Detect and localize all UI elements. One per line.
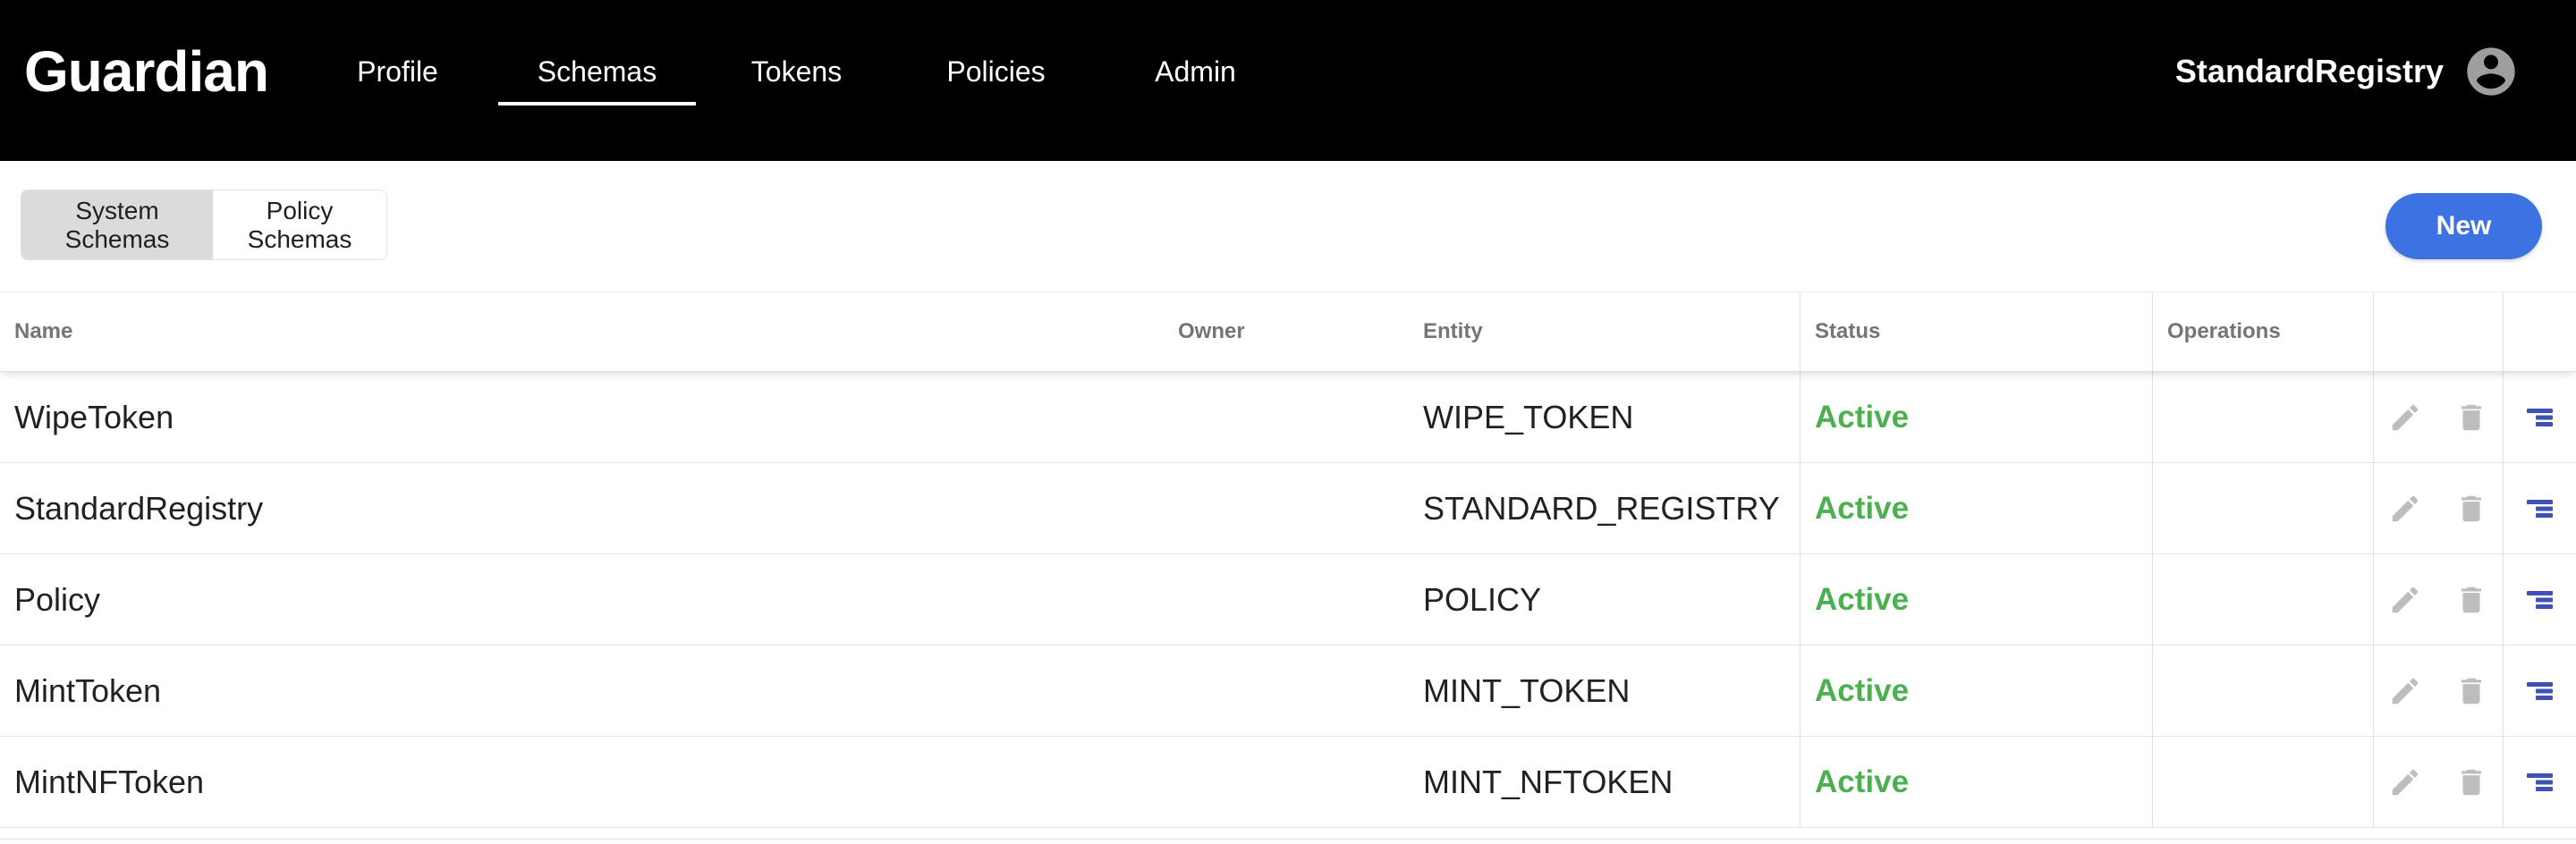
view-document-button[interactable] bbox=[2521, 763, 2560, 802]
column-header-owner: Owner bbox=[1178, 319, 1245, 343]
column-header-document bbox=[2503, 292, 2576, 371]
cell-actions bbox=[2373, 646, 2503, 736]
status-badge: Active bbox=[1800, 737, 2152, 827]
document-lines-icon bbox=[2527, 681, 2553, 700]
status-badge: Active bbox=[1800, 463, 2152, 553]
column-header-status: Status bbox=[1800, 292, 2152, 371]
column-header-entity: Entity bbox=[1423, 319, 1483, 343]
pencil-icon bbox=[2392, 678, 2419, 704]
document-lines-icon bbox=[2527, 408, 2553, 426]
cell-operations bbox=[2152, 554, 2373, 645]
nav-tab-tokens[interactable]: Tokens bbox=[750, 55, 843, 88]
cell-operations bbox=[2152, 737, 2373, 827]
cell-owner bbox=[1164, 372, 1409, 462]
new-schema-button[interactable]: New bbox=[2385, 193, 2542, 259]
cell-owner bbox=[1164, 463, 1409, 553]
document-lines-icon bbox=[2527, 590, 2553, 609]
cell-name: WipeToken bbox=[14, 398, 174, 435]
cell-actions bbox=[2373, 554, 2503, 645]
edit-button[interactable] bbox=[2385, 671, 2425, 711]
view-document-button[interactable] bbox=[2521, 580, 2560, 620]
trash-icon bbox=[2461, 678, 2482, 704]
trash-icon bbox=[2461, 769, 2482, 795]
account-menu-button[interactable]: StandardRegistry bbox=[2175, 0, 2520, 143]
table-row: WipeToken WIPE_TOKEN Active bbox=[0, 372, 2576, 463]
current-user-label: StandardRegistry bbox=[2174, 53, 2444, 89]
status-badge: Active bbox=[1800, 646, 2152, 736]
table-row: StandardRegistry STANDARD_REGISTRY Activ… bbox=[0, 463, 2576, 554]
cell-entity: MINT_NFTOKEN bbox=[1423, 763, 1674, 800]
cell-actions bbox=[2373, 463, 2503, 553]
cell-actions bbox=[2373, 372, 2503, 462]
cell-entity: MINT_TOKEN bbox=[1423, 671, 1631, 709]
cell-name: Policy bbox=[14, 580, 101, 618]
trash-icon bbox=[2461, 587, 2482, 612]
delete-button[interactable] bbox=[2452, 489, 2491, 528]
edit-button[interactable] bbox=[2385, 398, 2425, 437]
cell-entity: WIPE_TOKEN bbox=[1423, 398, 1634, 435]
column-header-operations: Operations bbox=[2152, 292, 2373, 371]
table-header-row: Name Owner Entity Status Operations bbox=[0, 291, 2576, 372]
table-row: MintToken MINT_TOKEN Active bbox=[0, 646, 2576, 737]
app-logo: Guardian bbox=[24, 39, 269, 104]
view-document-button[interactable] bbox=[2521, 398, 2560, 437]
cell-document bbox=[2503, 737, 2576, 827]
cell-name: MintNFToken bbox=[14, 763, 205, 800]
column-header-name: Name bbox=[14, 319, 73, 343]
view-document-button[interactable] bbox=[2521, 489, 2560, 528]
pencil-icon bbox=[2392, 404, 2419, 430]
status-badge: Active bbox=[1800, 554, 2152, 645]
nav-tab-admin[interactable]: Admin bbox=[1155, 55, 1236, 88]
edit-button[interactable] bbox=[2385, 489, 2425, 528]
pencil-icon bbox=[2392, 587, 2419, 612]
cell-document bbox=[2503, 554, 2576, 645]
delete-button[interactable] bbox=[2452, 763, 2491, 802]
system-schemas-tab[interactable]: System Schemas bbox=[21, 190, 213, 259]
table-row: Policy POLICY Active bbox=[0, 554, 2576, 646]
nav-tab-profile[interactable]: Profile bbox=[357, 55, 438, 88]
delete-button[interactable] bbox=[2452, 671, 2491, 711]
schemas-table: Name Owner Entity Status Operations Wipe… bbox=[0, 291, 2576, 828]
account-circle-icon bbox=[2467, 47, 2515, 96]
table-row: MintNFToken MINT_NFTOKEN Active bbox=[0, 737, 2576, 828]
cell-document bbox=[2503, 372, 2576, 462]
pencil-icon bbox=[2392, 769, 2419, 795]
column-header-actions bbox=[2373, 292, 2503, 371]
nav-tab-schemas[interactable]: Schemas bbox=[497, 0, 697, 143]
cell-name: StandardRegistry bbox=[14, 489, 264, 527]
cell-actions bbox=[2373, 737, 2503, 827]
table-footer-divider bbox=[0, 839, 2576, 840]
cell-document bbox=[2503, 463, 2576, 553]
cell-document bbox=[2503, 646, 2576, 736]
cell-operations bbox=[2152, 463, 2373, 553]
edit-button[interactable] bbox=[2385, 580, 2425, 620]
cell-owner bbox=[1164, 737, 1409, 827]
top-nav: Guardian Profile Schemas Tokens Policies… bbox=[0, 0, 2576, 161]
trash-icon bbox=[2461, 495, 2482, 521]
view-document-button[interactable] bbox=[2521, 671, 2560, 711]
delete-button[interactable] bbox=[2452, 398, 2491, 437]
trash-icon bbox=[2461, 404, 2482, 430]
cell-name: MintToken bbox=[14, 671, 162, 709]
cell-entity: POLICY bbox=[1423, 580, 1542, 618]
document-lines-icon bbox=[2527, 772, 2553, 791]
cell-operations bbox=[2152, 372, 2373, 462]
cell-entity: STANDARD_REGISTRY bbox=[1423, 489, 1780, 527]
delete-button[interactable] bbox=[2452, 580, 2491, 620]
cell-owner bbox=[1164, 554, 1409, 645]
schema-type-toggle: System Schemas Policy Schemas bbox=[21, 190, 387, 260]
edit-button[interactable] bbox=[2385, 763, 2425, 802]
main-nav: Profile Schemas Tokens Policies Admin bbox=[298, 0, 1295, 143]
policy-schemas-tab[interactable]: Policy Schemas bbox=[213, 190, 386, 259]
nav-tab-policies[interactable]: Policies bbox=[946, 55, 1046, 88]
cell-operations bbox=[2152, 646, 2373, 736]
status-badge: Active bbox=[1800, 372, 2152, 462]
cell-owner bbox=[1164, 646, 1409, 736]
pencil-icon bbox=[2392, 495, 2419, 521]
document-lines-icon bbox=[2527, 499, 2553, 518]
